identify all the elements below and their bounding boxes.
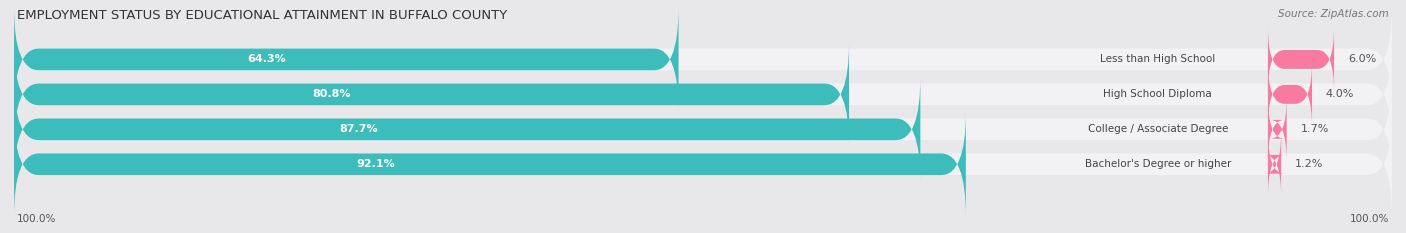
FancyBboxPatch shape	[1268, 62, 1312, 127]
Text: Bachelor's Degree or higher: Bachelor's Degree or higher	[1084, 159, 1230, 169]
FancyBboxPatch shape	[1264, 132, 1285, 197]
FancyBboxPatch shape	[14, 42, 1392, 147]
Text: 1.7%: 1.7%	[1301, 124, 1329, 134]
Text: 80.8%: 80.8%	[312, 89, 350, 99]
Text: 64.3%: 64.3%	[247, 55, 285, 64]
FancyBboxPatch shape	[14, 77, 921, 182]
FancyBboxPatch shape	[14, 42, 849, 147]
FancyBboxPatch shape	[14, 112, 1392, 216]
Text: 100.0%: 100.0%	[1350, 214, 1389, 224]
Text: 4.0%: 4.0%	[1326, 89, 1354, 99]
Text: 100.0%: 100.0%	[17, 214, 56, 224]
FancyBboxPatch shape	[1268, 27, 1334, 92]
Text: EMPLOYMENT STATUS BY EDUCATIONAL ATTAINMENT IN BUFFALO COUNTY: EMPLOYMENT STATUS BY EDUCATIONAL ATTAINM…	[17, 9, 508, 22]
Text: Less than High School: Less than High School	[1099, 55, 1215, 64]
FancyBboxPatch shape	[1268, 97, 1286, 162]
FancyBboxPatch shape	[14, 77, 1392, 182]
Text: 6.0%: 6.0%	[1348, 55, 1376, 64]
Text: College / Associate Degree: College / Associate Degree	[1087, 124, 1227, 134]
Text: Source: ZipAtlas.com: Source: ZipAtlas.com	[1278, 9, 1389, 19]
FancyBboxPatch shape	[14, 7, 1392, 112]
Text: 92.1%: 92.1%	[356, 159, 395, 169]
Text: 87.7%: 87.7%	[339, 124, 378, 134]
Text: 1.2%: 1.2%	[1295, 159, 1323, 169]
FancyBboxPatch shape	[14, 7, 679, 112]
FancyBboxPatch shape	[14, 112, 966, 216]
Text: High School Diploma: High School Diploma	[1104, 89, 1212, 99]
